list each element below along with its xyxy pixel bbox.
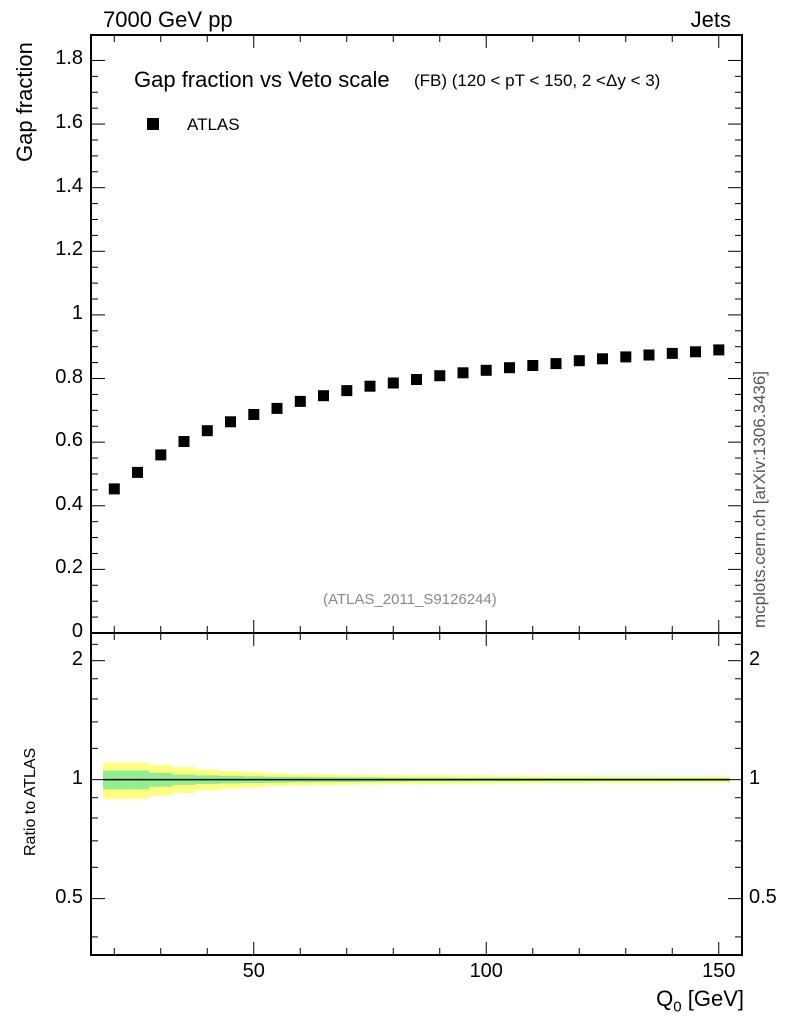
data-point — [411, 374, 422, 385]
data-point — [620, 351, 632, 363]
plot-subtitle: (FB) (120 < pT < 150, 2 <Δy < 3) — [414, 71, 661, 90]
data-point — [178, 436, 190, 447]
x-axis-label-subscript: 0 — [673, 998, 682, 1016]
data-point — [155, 449, 167, 461]
y-tick-label-main: 0.8 — [55, 365, 83, 388]
data-point — [387, 377, 399, 389]
data-point — [364, 380, 376, 392]
process-label: Jets — [690, 7, 731, 32]
ratio-plot-frame — [90, 632, 743, 956]
data-point — [666, 347, 678, 359]
y-tick-label-ratio-left: 0.5 — [55, 885, 83, 908]
data-point — [504, 362, 515, 374]
data-point — [434, 370, 446, 382]
data-point — [643, 349, 655, 361]
y-tick-label-ratio-right: 1 — [749, 766, 761, 789]
y-tick-label-ratio-left: 2 — [71, 647, 83, 670]
data-point — [294, 395, 306, 407]
y-tick-label-main: 0.2 — [55, 556, 83, 579]
x-tick-label: 150 — [702, 960, 736, 982]
y-tick-label-ratio-right: 2 — [749, 647, 761, 670]
x-axis-label-symbol: Q — [656, 986, 674, 1011]
data-point — [597, 353, 608, 365]
x-tick-label: 50 — [242, 960, 265, 982]
data-point — [457, 367, 469, 379]
x-tick-label: 100 — [469, 960, 503, 982]
data-point — [690, 346, 701, 358]
source-label: mcplots.cern.ch [arXiv:1306.3436] — [750, 370, 769, 628]
y-tick-label-ratio-left: 1 — [71, 766, 83, 789]
data-point — [341, 385, 353, 397]
data-point — [318, 390, 329, 402]
y-tick-label-main: 1.8 — [55, 47, 83, 70]
y-tick-label-ratio-right: 0.5 — [749, 885, 777, 908]
legend-label-atlas: ATLAS — [187, 115, 240, 134]
atlas-data-points — [108, 344, 725, 495]
axis-ticks — [91, 35, 742, 955]
x-axis-label-unit: [GeV] — [681, 986, 744, 1011]
y-tick-label-main: 0 — [71, 620, 83, 642]
legend-marker — [147, 118, 159, 130]
data-point — [132, 466, 143, 478]
y-axis-label-ratio: Ratio to ATLAS — [22, 747, 39, 856]
y-tick-label-main: 1.2 — [55, 238, 83, 261]
data-point — [225, 416, 236, 428]
y-tick-label-main: 0.6 — [55, 429, 83, 452]
data-point — [248, 409, 260, 420]
data-point — [713, 344, 725, 356]
y-tick-label-main: 1.6 — [55, 111, 83, 134]
data-point — [480, 364, 492, 376]
data-point — [271, 402, 283, 414]
data-point — [573, 355, 585, 367]
y-tick-label-main: 1.4 — [55, 174, 83, 197]
plot-title: Gap fraction vs Veto scale — [134, 67, 390, 92]
data-point — [527, 360, 539, 371]
data-point — [108, 483, 120, 495]
ratio-uncertainty-bands — [103, 762, 730, 799]
x-axis-label: Q0 [GeV] — [656, 986, 744, 1015]
data-point — [201, 425, 213, 437]
data-point — [550, 358, 562, 370]
y-tick-label-main: 1 — [71, 301, 83, 324]
y-axis-label-main: Gap fraction — [12, 42, 37, 162]
analysis-reference: (ATLAS_2011_S9126244) — [323, 591, 497, 608]
y-tick-label-main: 0.4 — [55, 492, 83, 515]
collision-label: 7000 GeV pp — [103, 7, 233, 32]
